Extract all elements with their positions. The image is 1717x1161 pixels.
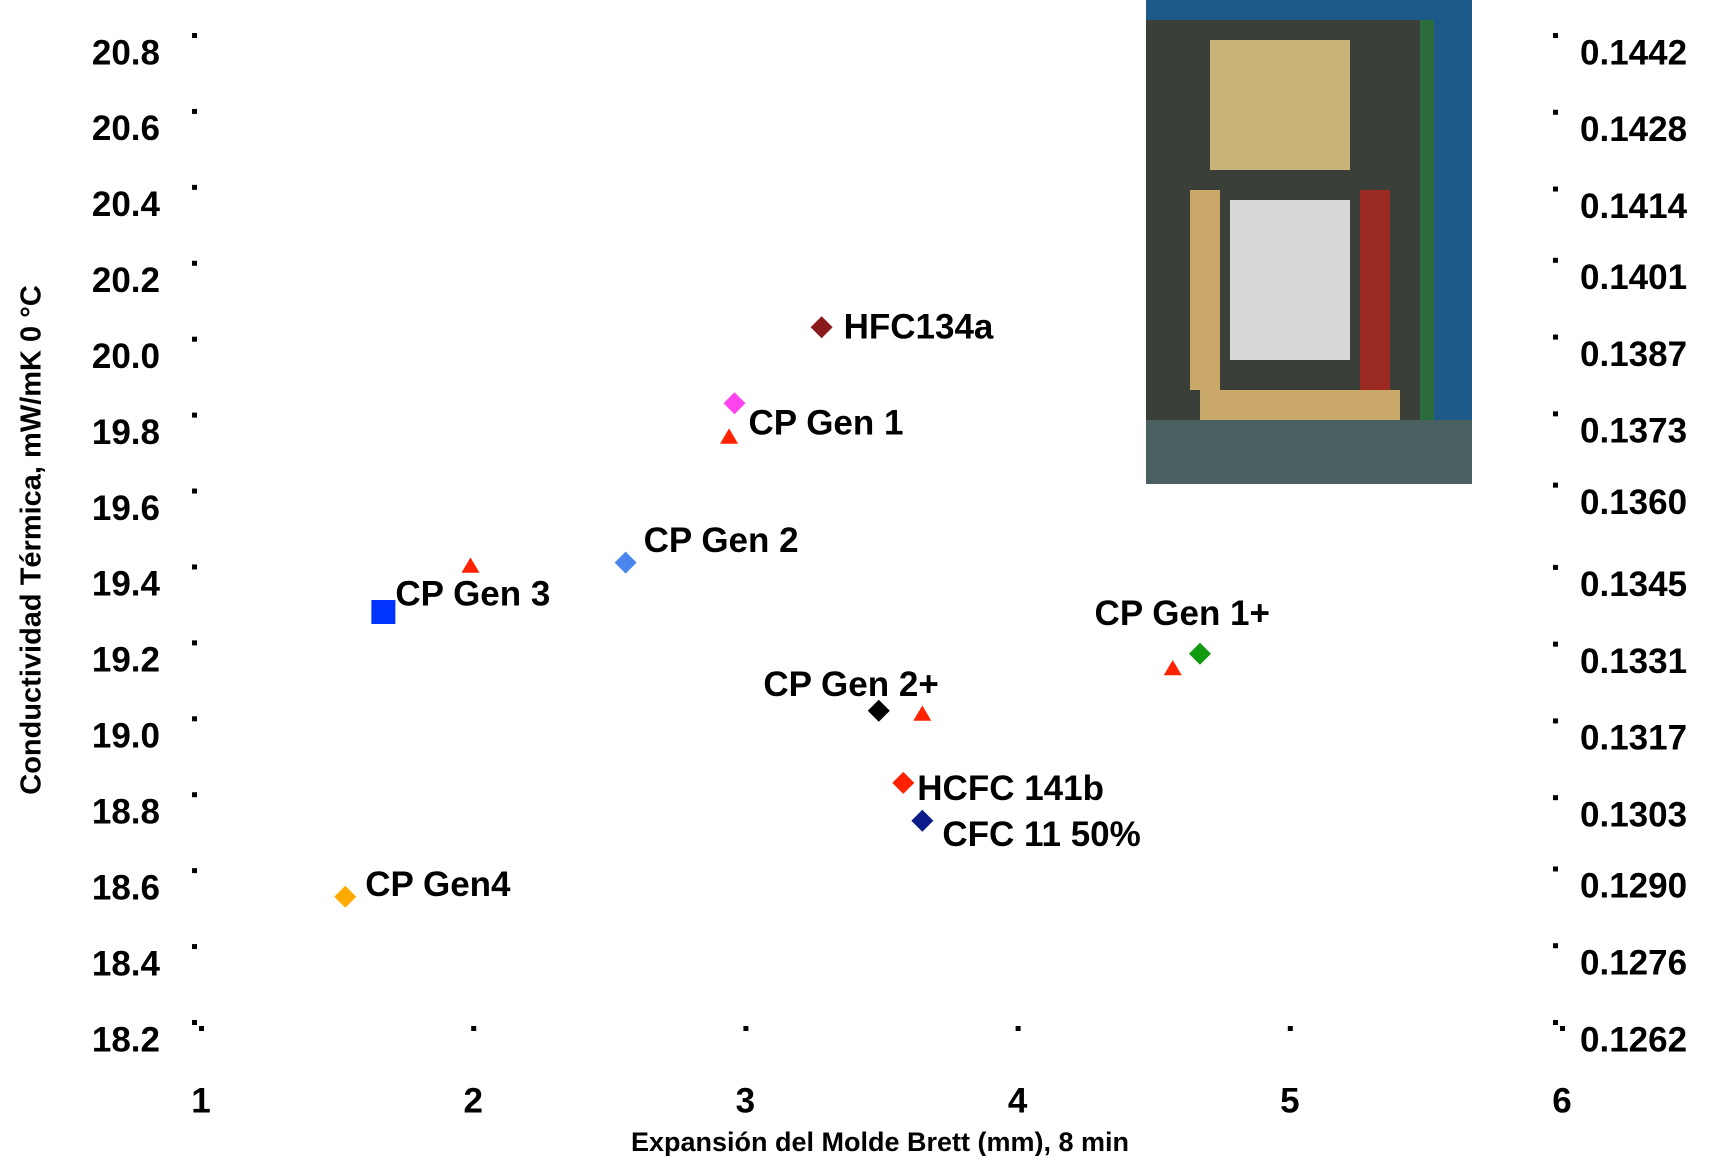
x-tick-label: 6 [1552, 1081, 1571, 1120]
point-label: HFC134a [844, 308, 994, 347]
point-label: CP Gen4 [365, 865, 511, 904]
y-tick-mark [192, 413, 197, 418]
y-tick-mark [192, 792, 197, 797]
y2-tick-label: 0.1442 [1580, 33, 1687, 72]
point-label: CFC 11 50% [942, 815, 1140, 854]
y-tick-label: 20.0 [92, 337, 160, 376]
x-tick-mark [199, 1026, 204, 1031]
y-tick-mark [192, 337, 197, 342]
y-tick-label: 20.2 [92, 261, 160, 300]
y-tick-label: 20.6 [92, 109, 160, 148]
photo [1146, 0, 1472, 484]
y-tick-mark [192, 640, 197, 645]
point [892, 772, 914, 794]
y2-tick-mark [1553, 866, 1558, 871]
x-tick-label: 4 [1008, 1081, 1028, 1120]
point [1189, 643, 1211, 665]
y-tick-label: 20.8 [92, 33, 160, 72]
y-tick-label: 18.4 [92, 944, 161, 983]
x-tick-mark [1016, 1026, 1021, 1031]
y-tick-mark [192, 944, 197, 949]
y-tick-mark [192, 868, 197, 873]
y2-tick-label: 0.1360 [1580, 483, 1687, 522]
y2-tick-mark [1553, 110, 1558, 115]
x-tick-mark [1288, 1026, 1293, 1031]
y-tick-mark [192, 261, 197, 266]
y-tick-label: 19.2 [92, 641, 160, 680]
y-tick-mark [192, 33, 197, 38]
y-tick-mark [192, 564, 197, 569]
x-tick-mark [743, 1026, 748, 1031]
point [724, 392, 746, 414]
y-tick-label: 19.0 [92, 717, 160, 756]
y-tick-mark [192, 109, 197, 114]
y2-tick-label: 0.1373 [1580, 412, 1687, 451]
y2-tick-mark [1553, 718, 1558, 723]
y-tick-mark [192, 489, 197, 494]
y-tick-label: 18.2 [92, 1020, 160, 1059]
point [913, 706, 931, 721]
y-tick-label: 19.8 [92, 413, 160, 452]
point [1164, 660, 1182, 675]
y2-tick-mark [1553, 565, 1558, 570]
y2-tick-label: 0.1262 [1580, 1020, 1687, 1059]
point-label: CP Gen 1+ [1095, 594, 1270, 633]
y2-tick-mark [1553, 411, 1558, 416]
x-tick-label: 5 [1280, 1081, 1299, 1120]
y2-tick-mark [1553, 483, 1558, 488]
y-tick-label: 19.4 [92, 565, 161, 604]
point [334, 886, 356, 908]
y2-tick-mark [1553, 258, 1558, 263]
y2-tick-label: 0.1303 [1580, 795, 1687, 834]
y2-tick-label: 0.1401 [1580, 258, 1687, 297]
y2-tick-label: 0.1317 [1580, 719, 1687, 758]
y2-tick-label: 0.1428 [1580, 110, 1687, 149]
y2-tick-label: 0.1387 [1580, 335, 1687, 374]
y2-tick-label: 0.1331 [1580, 642, 1687, 681]
point-label: CP Gen 2 [644, 521, 799, 560]
y2-tick-label: 0.1276 [1580, 943, 1687, 982]
x-tick-label: 1 [191, 1081, 210, 1120]
chart: Conductividad Térmica, mW/mK 0 °C Expans… [0, 0, 1717, 1156]
y-axis-title: Conductividad Térmica, mW/mK 0 °C [16, 285, 48, 795]
y2-tick-label: 0.1345 [1580, 565, 1687, 604]
y-tick-label: 20.4 [92, 185, 161, 224]
point-label: CP Gen 3 [395, 574, 550, 613]
y2-tick-label: 0.1414 [1580, 187, 1688, 226]
y-tick-mark [192, 716, 197, 721]
y2-tick-mark [1553, 335, 1558, 340]
y2-tick-mark [1553, 943, 1558, 948]
point [615, 552, 637, 574]
y-tick-mark [192, 1020, 197, 1025]
x-tick-mark [1560, 1026, 1565, 1031]
x-tick-mark [471, 1026, 476, 1031]
y2-tick-mark [1553, 1020, 1558, 1025]
point [371, 600, 395, 624]
y2-tick-mark [1553, 33, 1558, 38]
y-tick-label: 18.6 [92, 868, 160, 907]
y2-tick-mark [1553, 187, 1558, 192]
y-tick-label: 19.6 [92, 489, 160, 528]
x-axis-title: Expansión del Molde Brett (mm), 8 min [631, 1127, 1129, 1156]
y-tick-mark [192, 185, 197, 190]
x-tick-label: 3 [736, 1081, 755, 1120]
y2-tick-mark [1553, 642, 1558, 647]
point [720, 428, 738, 443]
y2-tick-mark [1553, 795, 1558, 800]
point [461, 557, 479, 572]
point [911, 810, 933, 832]
point-label: HCFC 141b [917, 769, 1104, 808]
point-label: CP Gen 1 [749, 403, 904, 442]
point-label: CP Gen 2+ [763, 665, 938, 704]
y-tick-label: 18.8 [92, 792, 160, 831]
x-tick-label: 2 [463, 1081, 482, 1120]
point [811, 316, 833, 338]
y2-tick-label: 0.1290 [1580, 867, 1687, 906]
